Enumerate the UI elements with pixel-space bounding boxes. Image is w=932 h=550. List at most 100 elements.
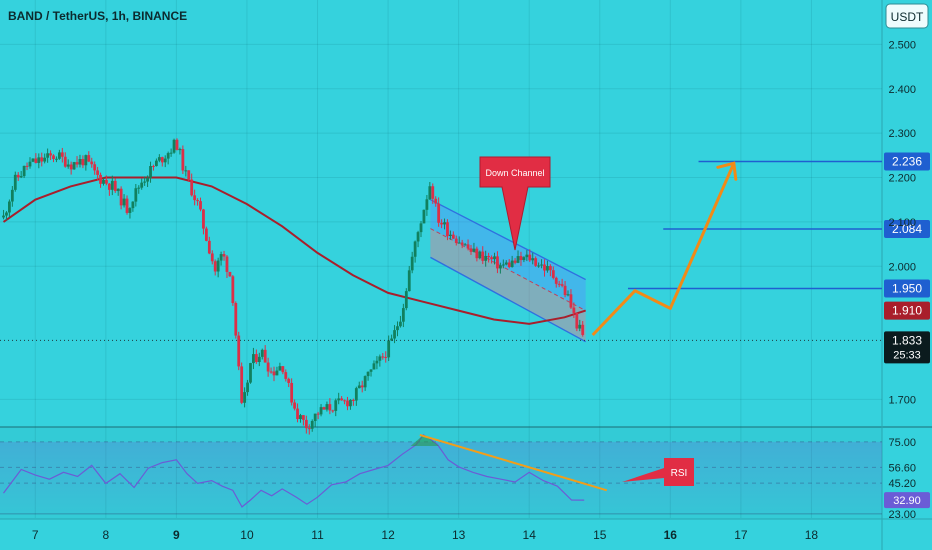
candle-body[interactable] [446, 222, 449, 237]
candle-body[interactable] [116, 188, 120, 192]
rsi-callout[interactable] [622, 458, 694, 486]
candle-body[interactable] [546, 266, 549, 271]
candle-body[interactable] [187, 170, 191, 180]
candle-body[interactable] [37, 157, 41, 163]
candle-body[interactable] [69, 164, 73, 170]
candle-body[interactable] [19, 176, 23, 178]
candle-body[interactable] [257, 356, 261, 363]
candle-body[interactable] [537, 265, 541, 267]
candle-body[interactable] [346, 400, 349, 407]
candle-body[interactable] [384, 356, 388, 358]
candle-body[interactable] [16, 174, 20, 178]
candle-body[interactable] [325, 404, 329, 410]
candle-body[interactable] [84, 155, 88, 166]
candle-body[interactable] [8, 201, 11, 213]
candle-body[interactable] [52, 155, 55, 159]
candle-body[interactable] [155, 160, 158, 167]
candle-body[interactable] [334, 400, 338, 411]
candle-body[interactable] [560, 284, 564, 286]
candle-body[interactable] [475, 248, 479, 259]
candle-body[interactable] [75, 162, 79, 165]
candle-body[interactable] [343, 400, 346, 402]
candle-body[interactable] [575, 312, 579, 329]
candle-body[interactable] [219, 254, 223, 261]
candle-body[interactable] [25, 165, 29, 167]
candle-body[interactable] [393, 330, 396, 339]
candle-body[interactable] [290, 382, 294, 403]
candle-body[interactable] [422, 209, 426, 224]
candle-body[interactable] [472, 248, 476, 252]
candle-body[interactable] [222, 254, 226, 257]
candle-body[interactable] [169, 152, 173, 154]
rsi-trendline[interactable] [419, 433, 608, 492]
candle-body[interactable] [199, 201, 202, 210]
candle-body[interactable] [210, 253, 214, 262]
candle-body[interactable] [252, 354, 255, 364]
candle-body[interactable] [113, 180, 117, 192]
candle-body[interactable] [125, 198, 129, 213]
candle-body[interactable] [107, 183, 111, 190]
candle-body[interactable] [331, 410, 335, 412]
candle-body[interactable] [481, 251, 485, 261]
candle-body[interactable] [566, 294, 570, 296]
candle-body[interactable] [263, 349, 267, 363]
candle-body[interactable] [34, 158, 38, 163]
channel-upper-line[interactable] [430, 199, 586, 281]
candle-body[interactable] [302, 415, 305, 420]
candle-body[interactable] [55, 158, 58, 160]
candle-body[interactable] [572, 307, 576, 313]
candle-body[interactable] [310, 421, 314, 429]
candle-body[interactable] [437, 203, 441, 223]
candle-body[interactable] [578, 324, 582, 329]
candle-body[interactable] [128, 208, 132, 213]
candle-body[interactable] [534, 258, 538, 266]
candle-body[interactable] [240, 366, 244, 403]
candle-body[interactable] [378, 356, 382, 361]
candle-body[interactable] [375, 360, 379, 364]
candle-body[interactable] [428, 186, 432, 200]
candle-body[interactable] [175, 139, 179, 150]
candle-body[interactable] [2, 215, 5, 218]
candle-body[interactable] [404, 291, 408, 309]
candle-body[interactable] [249, 363, 252, 383]
projection-path[interactable] [591, 162, 736, 337]
candle-body[interactable] [487, 255, 491, 258]
candle-body[interactable] [457, 242, 461, 244]
candle-body[interactable] [369, 369, 373, 372]
candle-body[interactable] [152, 166, 155, 168]
candle-body[interactable] [46, 153, 50, 158]
candle-body[interactable] [105, 179, 108, 184]
candle-body[interactable] [434, 198, 438, 204]
candle-body[interactable] [66, 164, 70, 167]
candle-body[interactable] [366, 371, 370, 377]
candle-body[interactable] [390, 338, 394, 341]
candle-body[interactable] [60, 152, 64, 157]
candle-body[interactable] [216, 260, 220, 272]
candle-body[interactable] [463, 244, 467, 246]
candle-body[interactable] [451, 234, 455, 239]
candle-body[interactable] [157, 157, 161, 161]
candle-body[interactable] [172, 139, 176, 153]
candle-body[interactable] [328, 404, 332, 411]
candle-body[interactable] [425, 199, 429, 210]
candle-body[interactable] [122, 198, 126, 206]
candle-body[interactable] [401, 308, 405, 322]
candle-body[interactable] [102, 179, 105, 184]
rsi-line[interactable] [3, 434, 585, 508]
candle-body[interactable] [231, 276, 235, 304]
candle-body[interactable] [110, 180, 114, 190]
candle-body[interactable] [272, 371, 276, 376]
candle-body[interactable] [213, 261, 217, 272]
candle-body[interactable] [93, 164, 97, 171]
candle-body[interactable] [78, 159, 82, 165]
candle-body[interactable] [149, 166, 152, 178]
candle-body[interactable] [137, 187, 141, 189]
candle-body[interactable] [431, 186, 435, 199]
candle-body[interactable] [166, 153, 170, 159]
candle-body[interactable] [63, 156, 67, 167]
candle-body[interactable] [563, 285, 567, 296]
candle-body[interactable] [254, 354, 258, 363]
candle-body[interactable] [519, 256, 523, 261]
candle-body[interactable] [507, 262, 511, 268]
candle-body[interactable] [163, 158, 167, 163]
